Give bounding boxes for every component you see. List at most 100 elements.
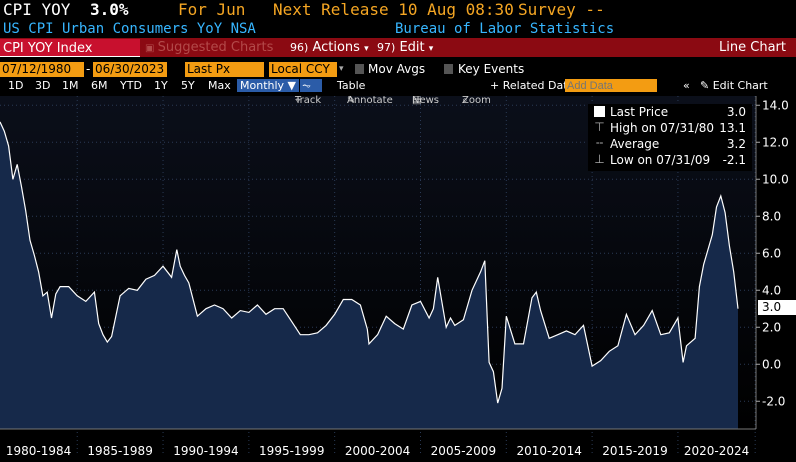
security-header: CPI YOY 3.0% For Jun Next Release 10 Aug… bbox=[0, 0, 796, 20]
actions-hotkey: 96) bbox=[290, 41, 309, 54]
legend-last-price: Last Price 3.0 bbox=[588, 104, 752, 120]
data-source: Bureau of Labor Statistics bbox=[395, 21, 615, 37]
table-button[interactable]: Table bbox=[337, 79, 366, 92]
x-tick-label: 1985-1989 bbox=[87, 444, 152, 458]
period-1y[interactable]: 1Y bbox=[154, 79, 168, 92]
legend-low: ⊥ Low on 07/31/09 -2.1 bbox=[588, 152, 752, 168]
news-icon: ▤ bbox=[412, 95, 422, 106]
mov-avgs-checkbox[interactable] bbox=[355, 64, 364, 74]
x-tick-label: 1980-1984 bbox=[6, 444, 71, 458]
y-tick-label: 12.0 bbox=[762, 135, 789, 149]
next-release: Next Release 10 Aug 08:30 bbox=[273, 0, 514, 19]
legend-high-value: 13.1 bbox=[719, 121, 746, 135]
release-period: For Jun bbox=[178, 0, 246, 19]
edit-label: Edit bbox=[399, 40, 425, 55]
line-chart-icon[interactable]: ⏦ bbox=[300, 79, 322, 92]
average-marker-icon: ╌ bbox=[595, 136, 604, 150]
low-marker-icon: ⊥ bbox=[594, 152, 605, 166]
news-label: News bbox=[412, 95, 440, 106]
last-value-tag: 3.0 bbox=[758, 300, 796, 315]
key-events-label[interactable]: Key Events bbox=[458, 62, 525, 76]
period-ytd[interactable]: YTD bbox=[120, 79, 142, 92]
y-tick-label: 8.0 bbox=[762, 209, 781, 223]
chevron-down-icon: ▾ bbox=[428, 44, 434, 54]
edit-chart-button[interactable]: ✎ Edit Chart bbox=[700, 79, 768, 92]
chevron-down-icon: ▾ bbox=[364, 44, 369, 54]
y-tick-label: 0.0 bbox=[762, 357, 781, 371]
actions-menu-button[interactable]: 96) Actions ▾ bbox=[290, 38, 369, 59]
security-input-text: CPI YOY Index bbox=[3, 41, 93, 56]
high-marker-icon: ⊤ bbox=[594, 120, 605, 134]
last-price-swatch-icon bbox=[594, 106, 605, 117]
suggested-charts-icon: ▣ bbox=[145, 43, 158, 54]
plus-icon: + bbox=[490, 79, 500, 92]
edit-menu-button[interactable]: 97) Edit ▾ bbox=[377, 38, 433, 59]
y-tick-label: 4.0 bbox=[762, 283, 781, 297]
chart-tools: ⌖ Track ✎ Annotate ▤ News ⌕ Zoom bbox=[0, 95, 796, 107]
x-tick-label: 1995-1999 bbox=[259, 444, 324, 458]
y-tick-label: 6.0 bbox=[762, 246, 781, 260]
period-6m[interactable]: 6M bbox=[91, 79, 108, 92]
cursor-icon: ⌖ bbox=[295, 95, 301, 106]
annotate-label: Annotate bbox=[347, 95, 393, 106]
legend-low-value: -2.1 bbox=[722, 153, 746, 167]
legend-average: ╌ Average 3.2 bbox=[588, 136, 752, 152]
field-selector[interactable]: Last Px bbox=[185, 62, 264, 77]
legend-average-value: 3.2 bbox=[726, 137, 746, 151]
actions-label: Actions bbox=[312, 40, 360, 55]
key-events-checkbox[interactable] bbox=[444, 64, 453, 74]
pen-icon: ✎ bbox=[347, 95, 356, 106]
y-tick-label: 14.0 bbox=[762, 98, 789, 112]
pencil-icon: ✎ bbox=[700, 79, 710, 92]
legend-last-value: 3.0 bbox=[726, 105, 746, 119]
related-data-button[interactable]: + Related Dat bbox=[490, 79, 568, 92]
add-data-input[interactable] bbox=[565, 79, 657, 92]
edit-chart-label: Edit Chart bbox=[712, 79, 768, 92]
chart-type-label: Line Chart bbox=[719, 40, 786, 55]
y-axis: -2.0 0.0 2.0 4.0 6.0 8.0 10.0 12.0 14.0 bbox=[756, 98, 789, 408]
x-tick-label: 2015-2019 bbox=[602, 444, 667, 458]
mov-avgs-label[interactable]: Mov Avgs bbox=[368, 62, 426, 76]
y-tick-label: 10.0 bbox=[762, 172, 789, 186]
security-input[interactable]: CPI YOY Index bbox=[0, 39, 140, 57]
chart-controls: 07/12/1980 - 06/30/2023 Last Px Local CC… bbox=[0, 62, 796, 77]
security-description-row: US CPI Urban Consumers YoY NSA Bureau of… bbox=[0, 20, 796, 38]
y-tick-label: 2.0 bbox=[762, 320, 781, 334]
function-toolbar: CPI YOY Index ▣ Suggested Charts 96) Act… bbox=[0, 38, 796, 57]
security-description: US CPI Urban Consumers YoY NSA bbox=[3, 21, 256, 37]
frequency-label: Monthly bbox=[240, 79, 285, 92]
track-label: Track bbox=[295, 95, 322, 106]
x-tick-label: 1990-1994 bbox=[173, 444, 238, 458]
frequency-selector[interactable]: Monthly ▼ bbox=[237, 79, 300, 92]
legend-last-label: Last Price bbox=[610, 105, 669, 119]
period-1d[interactable]: 1D bbox=[8, 79, 24, 92]
ticker-value: 3.0% bbox=[90, 0, 129, 19]
currency-selector[interactable]: Local CCY bbox=[269, 62, 337, 77]
collapse-icon[interactable]: « bbox=[683, 79, 690, 92]
related-data-label: Related Dat bbox=[502, 79, 568, 92]
period-3d[interactable]: 3D bbox=[35, 79, 51, 92]
zoom-label: Zoom bbox=[462, 95, 491, 106]
end-date-field[interactable]: 06/30/2023 bbox=[93, 62, 167, 77]
legend-high-label: High on 07/31/80 bbox=[610, 121, 715, 135]
period-1m[interactable]: 1M bbox=[62, 79, 79, 92]
chevron-down-icon[interactable]: ▾ bbox=[339, 64, 344, 74]
period-bar: 1D 3D 1M 6M YTD 1Y 5Y Max Monthly ▼ ⏦ Ta… bbox=[0, 79, 796, 92]
survey: Survey -- bbox=[518, 0, 605, 19]
suggested-charts-label: Suggested Charts bbox=[157, 40, 274, 55]
series-line bbox=[0, 121, 739, 404]
suggested-charts-button[interactable]: ▣ Suggested Charts bbox=[145, 38, 273, 58]
start-date-field[interactable]: 07/12/1980 bbox=[0, 62, 84, 77]
edit-hotkey: 97) bbox=[377, 41, 396, 54]
chevron-down-icon: ▼ bbox=[287, 79, 297, 92]
period-5y[interactable]: 5Y bbox=[181, 79, 195, 92]
legend-high: ⊤ High on 07/31/80 13.1 bbox=[588, 120, 752, 136]
x-tick-label: 2010-2014 bbox=[516, 444, 581, 458]
legend-average-label: Average bbox=[610, 137, 660, 151]
chart-legend[interactable]: Last Price 3.0 ⊤ High on 07/31/80 13.1 ╌… bbox=[588, 104, 752, 171]
series-area bbox=[0, 121, 738, 430]
zoom-icon: ⌕ bbox=[462, 95, 468, 106]
x-tick-label: 2000-2004 bbox=[345, 444, 410, 458]
legend-low-label: Low on 07/31/09 bbox=[610, 153, 711, 167]
period-max[interactable]: Max bbox=[208, 79, 231, 92]
